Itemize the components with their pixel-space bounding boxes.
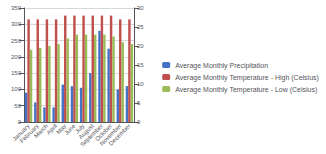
svg-text:300: 300: [11, 21, 22, 27]
svg-text:250: 250: [11, 38, 22, 44]
svg-text:August: August: [77, 122, 95, 141]
svg-text:25: 25: [137, 24, 144, 30]
svg-text:0: 0: [18, 119, 22, 125]
svg-text:10: 10: [137, 81, 144, 87]
svg-text:Average Monthly Temperature -: Average Monthly Temperature - High (Cels…: [175, 74, 319, 82]
svg-text:July: July: [73, 122, 86, 135]
svg-text:50: 50: [14, 103, 21, 109]
svg-text:January: January: [11, 122, 31, 143]
svg-text:November: November: [98, 122, 123, 147]
svg-text:150: 150: [11, 70, 22, 76]
svg-text:September: September: [79, 122, 104, 148]
svg-text:June: June: [63, 122, 77, 137]
svg-text:October: October: [93, 122, 114, 143]
svg-text:May: May: [55, 122, 68, 136]
svg-text:200: 200: [11, 54, 22, 60]
svg-text:December: December: [108, 123, 132, 147]
svg-text:0: 0: [137, 119, 141, 125]
svg-text:Average Monthly Precipitation: Average Monthly Precipitation: [175, 62, 268, 70]
svg-text:20: 20: [137, 43, 144, 49]
svg-text:March: March: [33, 122, 49, 139]
svg-text:350: 350: [11, 5, 22, 11]
svg-text:April: April: [45, 122, 59, 136]
svg-text:5: 5: [137, 100, 141, 106]
svg-text:February: February: [18, 122, 40, 145]
svg-text:15: 15: [137, 62, 144, 68]
svg-text:30: 30: [137, 5, 144, 11]
svg-text:Average Monthly Temperature -: Average Monthly Temperature - Low (Celsi…: [175, 86, 317, 94]
svg-text:100: 100: [11, 86, 22, 92]
